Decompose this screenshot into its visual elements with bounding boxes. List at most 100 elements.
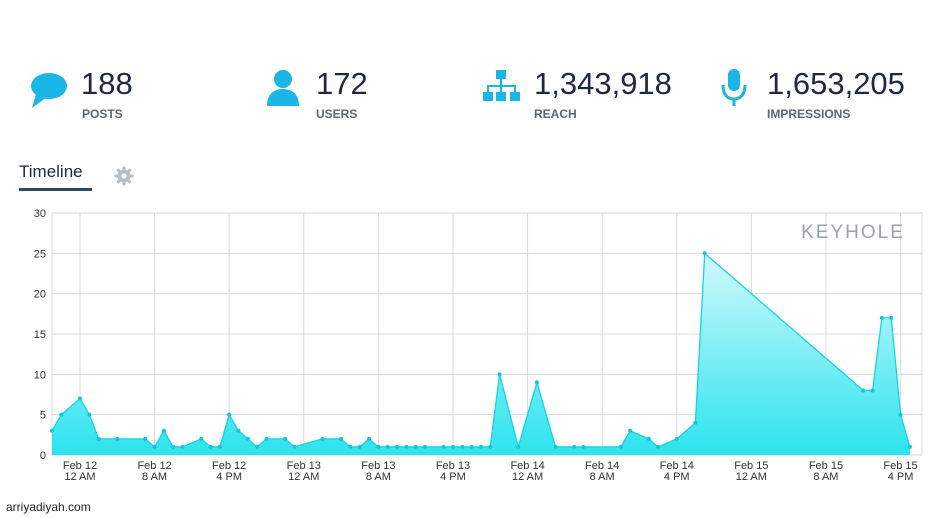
data-point: [367, 436, 372, 441]
data-point: [861, 388, 866, 393]
users-label: USERS: [316, 107, 358, 121]
x-tick-label: 12 AM: [64, 471, 95, 483]
y-tick-label: 0: [40, 450, 46, 462]
data-point: [907, 444, 912, 449]
data-point: [516, 444, 521, 449]
gear-icon[interactable]: [114, 166, 134, 186]
data-point: [898, 412, 903, 417]
x-tick-label: Feb 13: [287, 460, 321, 472]
data-point: [357, 444, 362, 449]
data-point: [385, 444, 390, 449]
source-watermark: arriyadiyah.com: [6, 500, 91, 514]
x-tick-label: Feb 12: [212, 460, 246, 472]
data-point: [646, 436, 651, 441]
data-point: [96, 436, 101, 441]
data-point: [404, 444, 409, 449]
data-point: [255, 444, 260, 449]
data-point: [450, 444, 455, 449]
x-tick-label: 8 AM: [590, 471, 615, 483]
x-tick-label: Feb 15: [809, 460, 843, 472]
network-hierarchy-icon: [483, 70, 520, 101]
data-point: [572, 444, 577, 449]
tab-timeline[interactable]: Timeline: [19, 162, 83, 181]
y-tick-label: 30: [34, 208, 46, 220]
data-point: [161, 428, 166, 433]
data-point: [422, 444, 427, 449]
y-tick-label: 10: [34, 369, 46, 381]
reach-count: 1,343,918: [534, 66, 672, 101]
data-point: [245, 436, 250, 441]
microphone-icon: [721, 69, 747, 106]
data-point: [50, 428, 54, 433]
data-point: [870, 388, 875, 393]
data-point: [227, 412, 232, 417]
x-tick-label: Feb 13: [361, 460, 395, 472]
data-point: [283, 436, 288, 441]
data-point: [376, 444, 381, 449]
data-point: [413, 444, 418, 449]
x-tick-label: Feb 13: [436, 460, 470, 472]
impressions-label: IMPRESSIONS: [767, 107, 851, 121]
x-tick-label: 12 AM: [736, 471, 767, 483]
data-point: [469, 444, 474, 449]
x-tick-label: 4 PM: [664, 471, 690, 483]
keyhole-logo: KEYHOLE: [801, 222, 905, 243]
data-point: [77, 396, 82, 401]
data-point: [180, 444, 185, 449]
data-point: [460, 444, 465, 449]
x-tick-label: Feb 12: [137, 460, 171, 472]
x-tick-label: 12 AM: [512, 471, 543, 483]
y-tick-label: 20: [34, 289, 46, 301]
x-tick-label: Feb 14: [585, 460, 619, 472]
user-icon: [267, 70, 299, 106]
data-point: [478, 444, 483, 449]
data-point: [702, 251, 707, 256]
data-point: [171, 444, 176, 449]
data-point: [674, 436, 679, 441]
x-tick-label: 12 AM: [288, 471, 319, 483]
data-point: [693, 420, 698, 425]
impressions-count: 1,653,205: [767, 66, 905, 101]
x-tick-label: 8 AM: [366, 471, 391, 483]
data-point: [152, 444, 157, 449]
x-tick-label: 8 AM: [813, 471, 838, 483]
data-point: [217, 444, 222, 449]
data-point: [534, 380, 539, 385]
data-point: [292, 444, 297, 449]
data-point: [143, 436, 148, 441]
data-point: [628, 428, 633, 433]
data-point: [497, 372, 502, 377]
data-point: [115, 436, 120, 441]
x-tick-label: Feb 15: [883, 460, 917, 472]
data-point: [553, 444, 558, 449]
data-point: [236, 428, 241, 433]
series-area: [52, 253, 910, 455]
y-tick-label: 15: [34, 329, 46, 341]
reach-label: REACH: [534, 107, 577, 121]
posts-label: POSTS: [82, 107, 123, 121]
data-point: [889, 315, 894, 320]
speech-bubble-icon: [31, 73, 67, 108]
data-point: [488, 444, 493, 449]
data-point: [581, 444, 586, 449]
y-tick-label: 25: [34, 248, 46, 260]
x-tick-label: Feb 12: [63, 460, 97, 472]
data-point: [441, 444, 446, 449]
x-tick-label: Feb 14: [660, 460, 694, 472]
data-point: [395, 444, 400, 449]
data-point: [656, 444, 661, 449]
x-tick-label: Feb 14: [510, 460, 544, 472]
data-point: [320, 436, 325, 441]
x-tick-label: 4 PM: [440, 471, 466, 483]
x-tick-label: Feb 15: [734, 460, 768, 472]
data-point: [59, 412, 64, 417]
data-point: [339, 436, 344, 441]
tab-active-indicator: [19, 188, 92, 191]
x-tick-label: 8 AM: [142, 471, 167, 483]
posts-count: 188: [81, 66, 133, 101]
y-tick-label: 5: [40, 410, 46, 422]
data-point: [618, 444, 623, 449]
data-point: [879, 315, 884, 320]
data-point: [199, 436, 204, 441]
